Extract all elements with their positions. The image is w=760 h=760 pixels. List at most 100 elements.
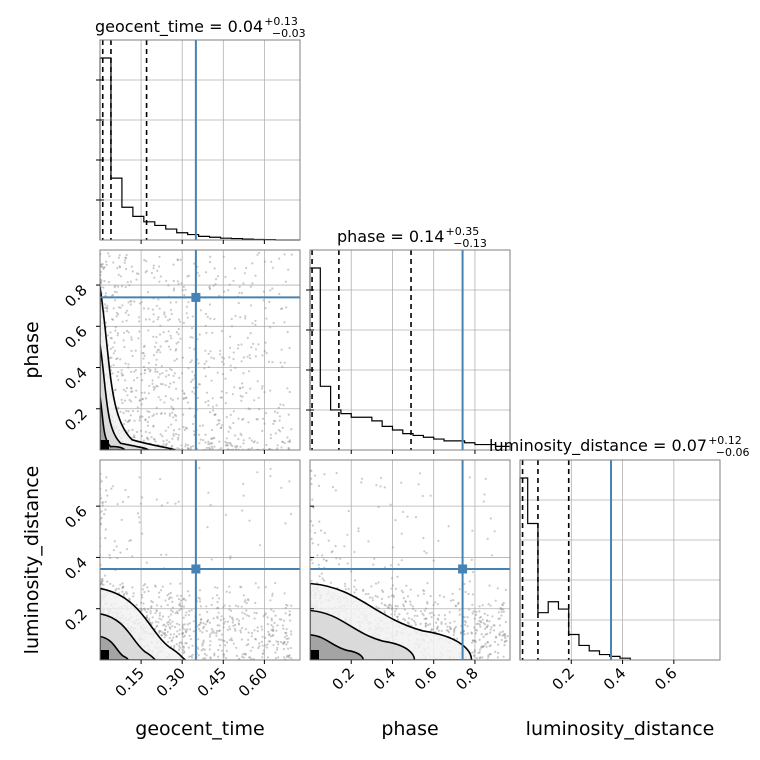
sample-point xyxy=(203,648,206,651)
sample-point xyxy=(240,605,243,608)
sample-point xyxy=(499,606,502,610)
sample-point xyxy=(185,630,188,633)
sample-point xyxy=(179,646,182,649)
sample-point xyxy=(478,657,481,660)
sample-point xyxy=(437,614,441,617)
sample-point xyxy=(272,422,275,425)
sample-point xyxy=(172,263,175,266)
sample-point xyxy=(228,608,231,611)
sample-point xyxy=(389,503,392,506)
sample-point xyxy=(274,582,277,585)
sample-point xyxy=(219,349,222,352)
sample-point xyxy=(170,446,173,449)
sample-point xyxy=(117,406,120,409)
sample-point xyxy=(171,407,174,410)
sample-point xyxy=(421,612,424,615)
sample-point xyxy=(166,594,169,597)
sample-point xyxy=(239,387,242,390)
sample-point xyxy=(334,489,337,492)
sample-point xyxy=(104,574,107,577)
sample-point xyxy=(480,621,483,624)
sample-point xyxy=(169,622,172,625)
sample-point xyxy=(254,274,257,277)
sample-point xyxy=(125,319,128,322)
sample-point xyxy=(339,557,342,560)
sample-point xyxy=(177,327,180,331)
sample-point xyxy=(143,372,146,375)
sample-point xyxy=(264,585,267,589)
sample-point xyxy=(237,622,240,625)
sample-point xyxy=(128,598,131,601)
sample-point xyxy=(198,600,202,603)
sample-point xyxy=(182,616,185,619)
sample-point xyxy=(246,355,249,358)
sample-point xyxy=(163,632,166,635)
sample-point xyxy=(489,631,492,634)
sample-point xyxy=(473,626,476,629)
sample-point xyxy=(236,347,240,350)
sample-point xyxy=(101,504,104,507)
sample-point xyxy=(222,357,226,360)
sample-point xyxy=(282,403,285,407)
sample-point xyxy=(395,607,398,611)
sample-point xyxy=(400,532,403,535)
sample-point xyxy=(197,383,200,386)
sample-point xyxy=(217,648,220,652)
sample-point xyxy=(244,653,247,656)
sample-point xyxy=(187,613,190,617)
sample-point xyxy=(335,557,338,560)
sample-point xyxy=(289,613,292,616)
sample-point xyxy=(427,624,430,627)
x-tick-label: 0.6 xyxy=(411,664,441,694)
sample-point xyxy=(370,585,373,588)
sample-point xyxy=(283,619,286,622)
sample-point xyxy=(240,399,243,402)
sample-point xyxy=(144,397,147,400)
sample-point xyxy=(368,596,371,599)
sample-point xyxy=(466,616,469,619)
sample-point xyxy=(178,603,181,606)
sample-point xyxy=(254,348,258,351)
sample-point xyxy=(178,628,181,631)
sample-point xyxy=(206,620,209,623)
sample-point xyxy=(182,649,185,652)
sample-point xyxy=(432,604,435,607)
sample-point xyxy=(268,300,271,303)
sample-point xyxy=(128,419,131,422)
sample-point xyxy=(287,268,290,271)
sample-point xyxy=(487,655,490,658)
sample-point xyxy=(128,597,131,600)
sample-point xyxy=(130,400,133,403)
sample-point xyxy=(436,603,439,606)
sample-point xyxy=(203,652,206,656)
sample-point xyxy=(116,357,119,360)
sample-point xyxy=(473,654,476,657)
sample-point xyxy=(488,620,491,623)
sample-point xyxy=(473,655,476,658)
sample-point xyxy=(436,617,439,620)
sample-point xyxy=(452,633,455,637)
sample-point xyxy=(453,620,456,623)
sample-point xyxy=(142,584,145,587)
sample-point xyxy=(112,584,115,587)
sample-point xyxy=(261,354,264,357)
sample-point xyxy=(161,435,164,438)
sample-point xyxy=(184,614,187,617)
sample-point xyxy=(287,656,290,659)
sample-point xyxy=(219,644,222,647)
sample-point xyxy=(101,263,104,266)
sample-point xyxy=(177,436,180,439)
sample-point xyxy=(458,613,461,616)
sample-point xyxy=(327,539,330,542)
xlabel-phase: phase xyxy=(381,718,438,740)
sample-point xyxy=(216,371,219,374)
sample-point xyxy=(247,638,250,642)
sample-point xyxy=(478,616,481,619)
sample-point xyxy=(429,595,432,598)
sample-point xyxy=(290,604,293,607)
sample-point xyxy=(184,642,187,645)
sample-point xyxy=(113,341,116,344)
sample-point xyxy=(120,285,124,288)
sample-point xyxy=(224,402,227,405)
sample-point xyxy=(403,619,407,622)
